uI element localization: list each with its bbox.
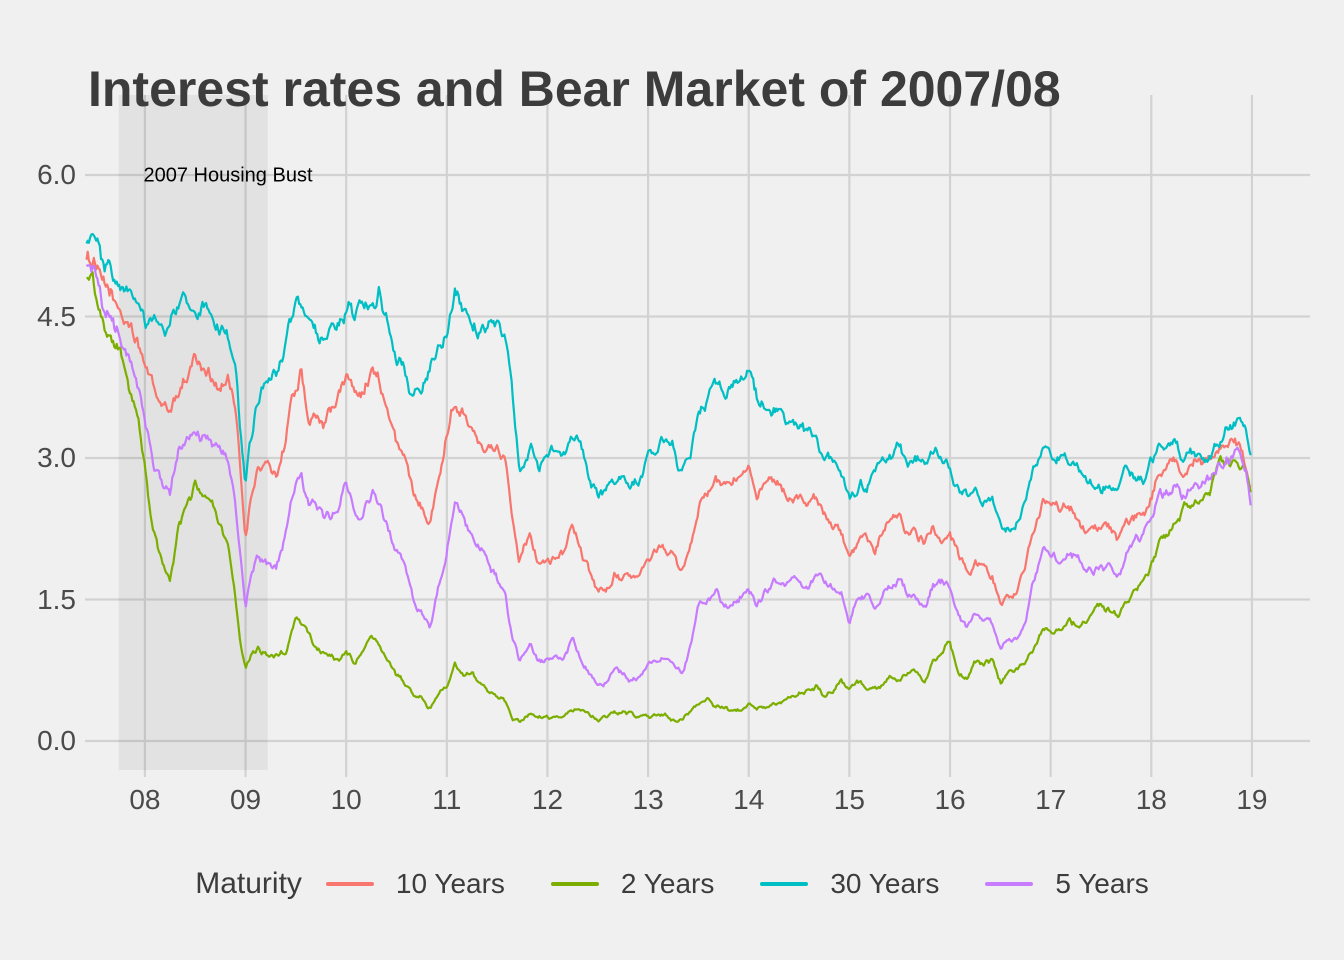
chart-title: Interest rates and Bear Market of 2007/0…	[88, 60, 1061, 117]
legend-items: 10 Years 2 Years 30 Years 5 Years	[325, 868, 1149, 900]
legend-item-2-years: 2 Years	[550, 868, 715, 900]
legend-line-swatch	[985, 882, 1034, 886]
y-tick-label: 1.5	[37, 583, 76, 615]
legend-line-swatch	[760, 882, 809, 886]
x-tick-label: 12	[531, 784, 564, 815]
legend-title: Maturity	[195, 867, 302, 900]
x-tick-label: 10	[330, 784, 362, 815]
y-tick-label: 3.0	[37, 442, 76, 473]
x-tick-label: 15	[833, 784, 865, 815]
x-tick-label: 18	[1135, 784, 1167, 815]
series-line-30-years	[85, 232, 1252, 533]
x-tick-label: 19	[1236, 784, 1268, 815]
legend-line-swatch	[325, 882, 374, 886]
legend-item-label: 5 Years	[1055, 868, 1149, 899]
legend: Maturity 10 Years 2 Years 30 Years 5 Years	[0, 860, 1344, 908]
legend-item-30-years: 30 Years	[760, 868, 939, 900]
x-tick-label: 13	[632, 784, 664, 815]
legend-item-label: 30 Years	[830, 868, 940, 899]
y-tick-label: 4.5	[37, 300, 76, 332]
shaded-region-annotation: 2007 Housing Bust	[143, 164, 313, 187]
x-tick-label: 17	[1035, 784, 1067, 815]
x-tick-label: 11	[432, 784, 462, 815]
x-tick-label: 09	[229, 784, 262, 815]
x-tick-label: 14	[733, 784, 765, 815]
y-tick-label: 0.0	[37, 725, 76, 756]
x-tick-label: 16	[934, 784, 966, 815]
legend-item-label: 10 Years	[395, 868, 505, 899]
legend-item-10-years: 10 Years	[325, 868, 505, 900]
series-line-10-years	[85, 250, 1252, 607]
legend-line-swatch	[550, 882, 599, 886]
legend-item-5-years: 5 Years	[985, 868, 1149, 900]
legend-item-label: 2 Years	[620, 868, 715, 899]
series-line-5-years	[85, 263, 1252, 688]
y-tick-label: 6.0	[37, 159, 76, 191]
x-tick-label: 08	[129, 784, 161, 815]
series-line-2-years	[86, 271, 1252, 723]
